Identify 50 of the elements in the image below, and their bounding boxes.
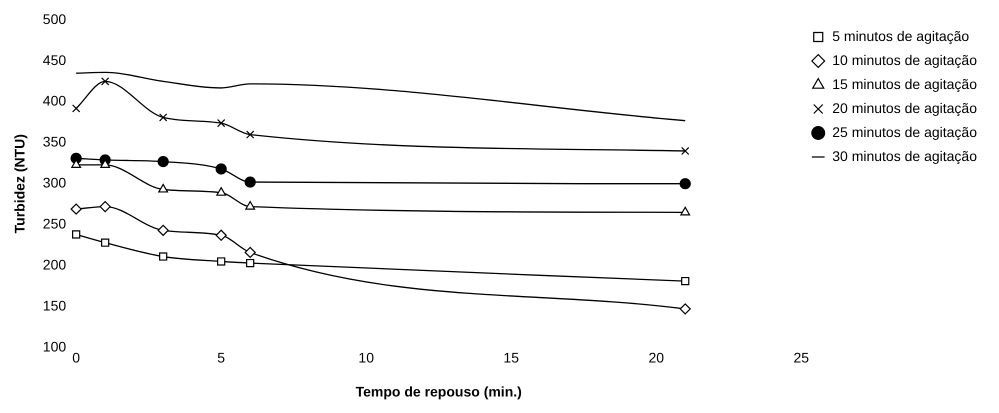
point — [100, 201, 111, 212]
point — [217, 118, 226, 128]
point — [246, 130, 254, 139]
point — [158, 224, 169, 236]
legend-label: 30 minutos de agitação — [832, 148, 978, 164]
y-tick-label: 500 — [42, 10, 66, 27]
point — [244, 176, 256, 188]
x-tick-label: 25 — [793, 350, 810, 366]
legend-label: 10 minutos de agitação — [832, 52, 978, 68]
y-tick-label: 400 — [42, 92, 66, 109]
point — [216, 187, 226, 196]
y-tick-label: 200 — [42, 256, 66, 272]
x-tick-label: 15 — [503, 350, 520, 366]
point — [158, 184, 168, 193]
x-tick-label: 20 — [648, 350, 664, 366]
x-tick-label: 10 — [358, 350, 374, 366]
legend-label: 5 minutos de agitação — [832, 28, 970, 44]
point — [217, 257, 226, 266]
y-axis-title: Turbidez (NTU) — [11, 134, 28, 234]
legend-label: 15 minutos de agitação — [832, 76, 978, 92]
point — [216, 230, 227, 241]
point — [244, 246, 256, 258]
point — [159, 113, 168, 122]
point — [245, 201, 256, 210]
point — [158, 156, 169, 168]
legend-label: 25 minutos de agitação — [832, 124, 978, 140]
line-series — [76, 72, 686, 122]
point — [681, 146, 690, 156]
point — [680, 206, 690, 216]
y-tick-label: 300 — [42, 174, 66, 191]
x-axis-title: Tempo de repouso (min.) — [356, 383, 522, 400]
point — [246, 258, 254, 268]
legend-label: 20 minutos de agitação — [832, 100, 978, 116]
point — [680, 303, 691, 315]
point — [101, 77, 110, 86]
x-tick-label: 0 — [72, 350, 80, 366]
point — [216, 163, 227, 175]
point — [680, 178, 691, 190]
y-tick-label: 100 — [42, 338, 66, 354]
point — [72, 104, 80, 113]
y-tick-label: 350 — [42, 134, 66, 150]
point — [159, 252, 168, 261]
y-tick-label: 150 — [42, 297, 66, 314]
point — [101, 238, 110, 247]
y-tick-label: 450 — [42, 52, 66, 68]
point — [681, 276, 690, 286]
x-tick-label: 5 — [217, 350, 226, 366]
point — [70, 203, 82, 215]
point — [72, 230, 80, 239]
y-tick-label: 250 — [42, 215, 66, 232]
